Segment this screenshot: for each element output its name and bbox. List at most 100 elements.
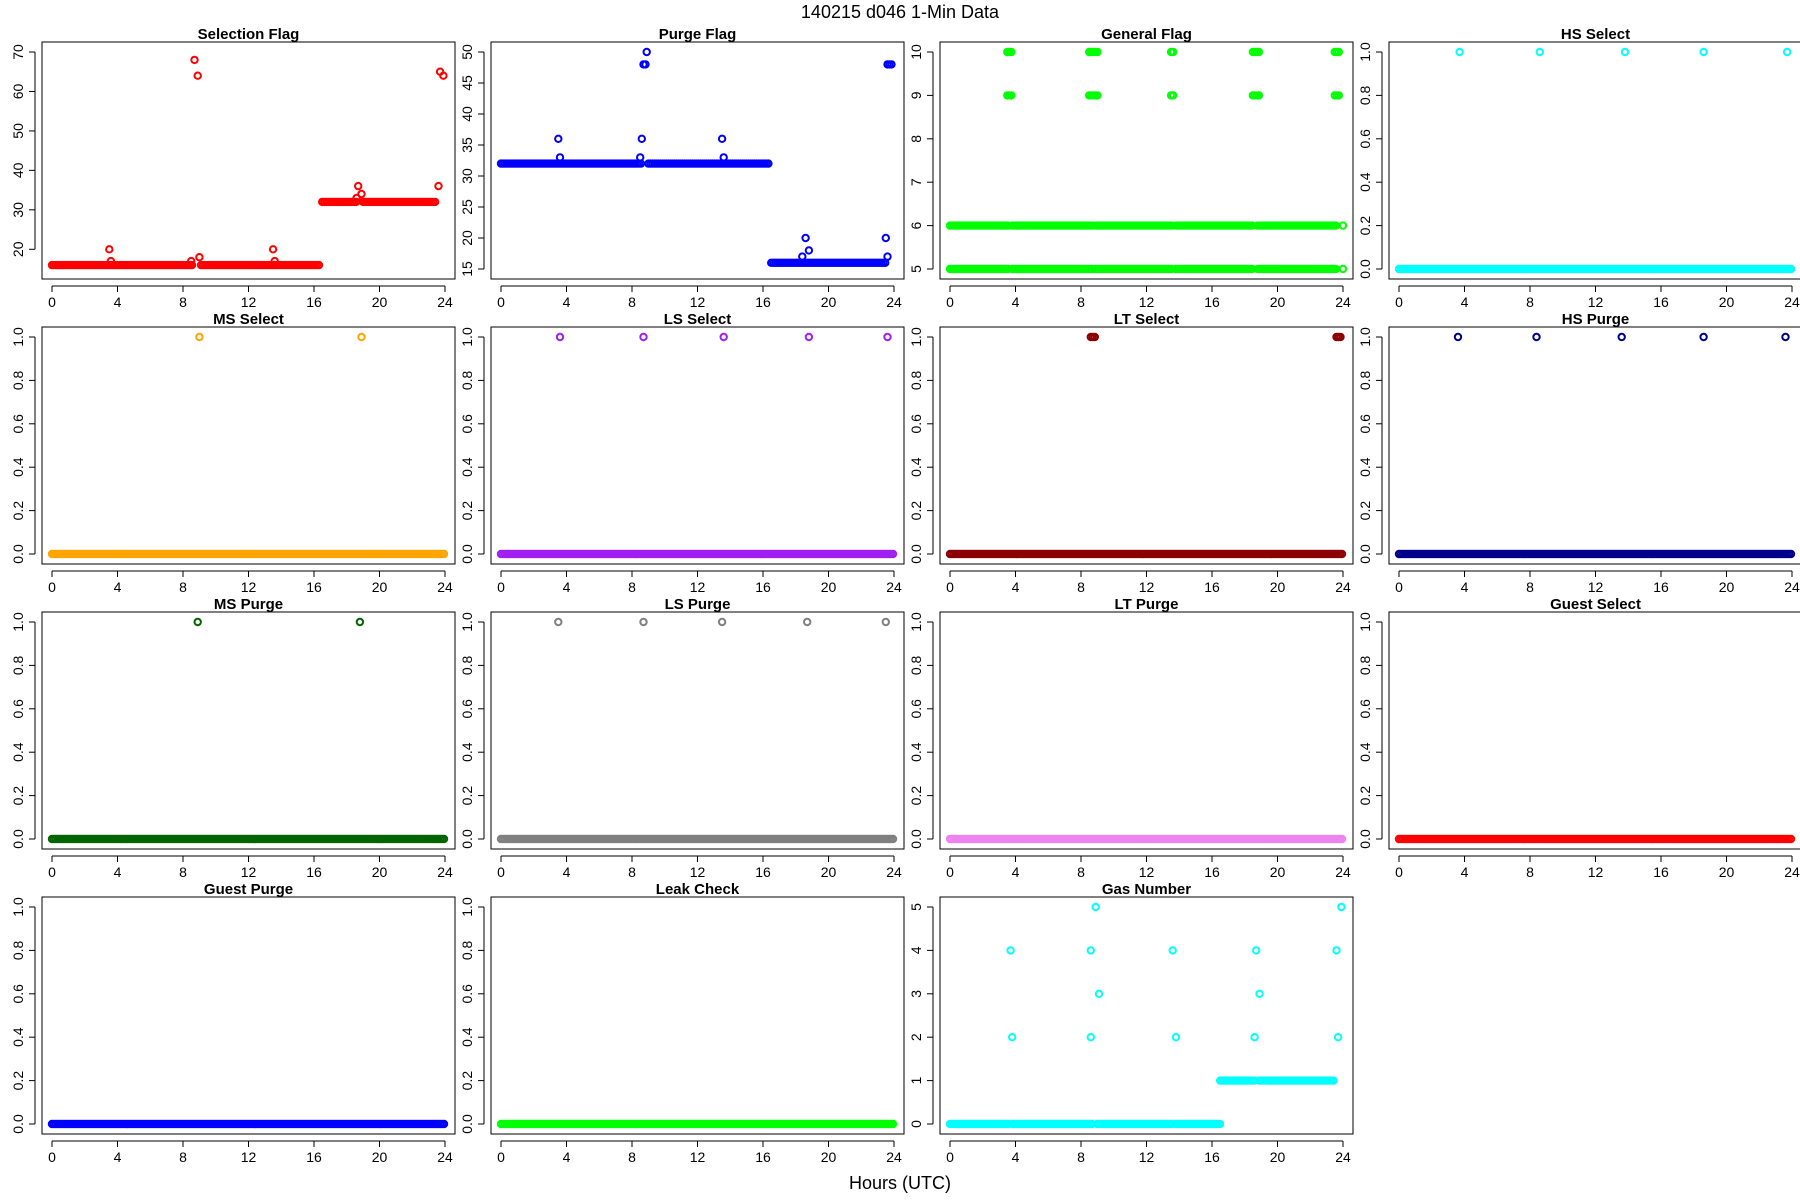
x-tick-label: 0 [48, 294, 56, 310]
data-series [47, 332, 449, 559]
data-point [1786, 264, 1796, 274]
data-point [1782, 47, 1792, 57]
panel-0: Selection Flag 0 4 8 12 16 20 24 20 30 40 50 60 70 [10, 26, 456, 310]
x-tick-label: 8 [1526, 864, 1534, 880]
data-point [1091, 902, 1100, 912]
y-tick-label: 20 [459, 230, 475, 246]
y-tick-label: 3 [908, 990, 924, 998]
data-point [554, 134, 563, 144]
y-tick-label: 0.0 [10, 1114, 26, 1134]
data-series [945, 47, 1348, 274]
x-tick-label: 16 [1204, 864, 1220, 880]
data-point [555, 153, 565, 162]
x-tick-label: 20 [1270, 579, 1286, 595]
y-tick-label: 0.4 [10, 1027, 26, 1047]
data-point [1086, 1033, 1096, 1042]
y-tick-label: 0.8 [908, 370, 924, 390]
data-point [357, 189, 366, 199]
data-point [1332, 946, 1341, 955]
x-tick-label: 24 [437, 294, 453, 310]
y-tick-label: 1.0 [10, 612, 26, 632]
data-point [641, 60, 650, 69]
x-tick-label: 12 [1139, 1149, 1155, 1165]
data-series [1394, 47, 1796, 274]
x-tick-label: 4 [563, 579, 571, 595]
x-tick-label: 4 [1012, 864, 1020, 880]
figure-title: 140215 d046 1-Min Data [801, 2, 1000, 22]
data-point [1334, 47, 1344, 57]
y-tick-label: 70 [10, 44, 26, 60]
x-tick-label: 24 [1784, 864, 1800, 880]
y-tick-label: 15 [459, 261, 475, 277]
x-tick-label: 24 [1335, 1149, 1351, 1165]
data-point [190, 55, 199, 65]
y-tick-label: 0.0 [10, 829, 26, 849]
y-tick-label: 0.2 [10, 501, 26, 521]
plot-frame [1388, 41, 1800, 280]
data-series [496, 1119, 898, 1129]
data-point [1455, 47, 1464, 57]
y-tick-label: 0.4 [459, 742, 475, 762]
data-point [1168, 47, 1178, 57]
data-point [1535, 47, 1545, 57]
panel-10: LT Purge 0 4 8 12 16 20 24 0.0 0.2 0.4 0.6 0.8 1.0 [908, 596, 1354, 880]
data-point [1007, 47, 1016, 57]
panel-title: LS Purge [665, 596, 731, 613]
data-point [195, 332, 204, 342]
x-tick-label: 12 [1588, 294, 1604, 310]
panel-13: Leak Check 0 4 8 12 16 20 24 0.0 0.2 0.4 0.6 0.8 1.0 [459, 881, 905, 1165]
y-tick-label: 0.6 [10, 414, 26, 434]
y-tick-label: 0.8 [1357, 85, 1373, 105]
plot-frame [41, 611, 456, 850]
x-tick-label: 8 [628, 864, 636, 880]
y-tick-label: 0.8 [908, 655, 924, 675]
data-point [439, 1119, 449, 1129]
y-tick-label: 20 [10, 241, 26, 257]
data-point [270, 256, 279, 266]
x-tick-label: 16 [306, 579, 322, 595]
x-tick-label: 4 [1461, 579, 1469, 595]
x-tick-label: 4 [114, 579, 122, 595]
y-tick-label: 60 [10, 83, 26, 99]
plot-frame [939, 611, 1354, 850]
y-tick-label: 0.2 [1357, 501, 1373, 521]
x-tick-label: 0 [48, 864, 56, 880]
data-point [354, 181, 363, 191]
y-tick-label: 0.2 [1357, 786, 1373, 806]
data-point [1337, 834, 1347, 844]
x-tick-label: 12 [1588, 864, 1604, 880]
y-tick-label: 1.0 [1357, 327, 1373, 347]
data-point [1008, 1033, 1017, 1042]
y-tick-label: 0.4 [1357, 172, 1373, 192]
plot-frame [490, 41, 905, 280]
x-tick-label: 8 [179, 579, 187, 595]
x-tick-label: 16 [755, 864, 771, 880]
data-point [1329, 1076, 1338, 1085]
y-tick-label: 0.0 [1357, 544, 1373, 564]
y-tick-label: 0.8 [10, 655, 26, 675]
data-point [355, 617, 365, 627]
data-series [1394, 332, 1796, 559]
y-tick-label: 0.6 [908, 414, 924, 434]
x-tick-label: 8 [179, 294, 187, 310]
x-tick-label: 4 [563, 294, 571, 310]
data-point [1532, 332, 1541, 342]
y-tick-label: 2 [908, 1033, 924, 1041]
x-tick-label: 24 [437, 864, 453, 880]
x-tick-label: 0 [497, 294, 505, 310]
y-tick-label: 0 [908, 1120, 924, 1128]
data-series [1394, 834, 1796, 844]
x-tick-label: 16 [1653, 579, 1669, 595]
x-tick-label: 8 [1077, 864, 1085, 880]
data-point [268, 245, 278, 254]
panel-title: Purge Flag [659, 26, 737, 43]
data-series [496, 617, 898, 844]
y-tick-label: 0.6 [10, 699, 26, 719]
panel-title: HS Select [1561, 26, 1630, 43]
data-point [1333, 1033, 1343, 1042]
x-tick-label: 20 [821, 294, 837, 310]
x-tick-label: 16 [1204, 579, 1220, 595]
data-series [47, 617, 449, 844]
y-tick-label: 0.0 [1357, 829, 1373, 849]
